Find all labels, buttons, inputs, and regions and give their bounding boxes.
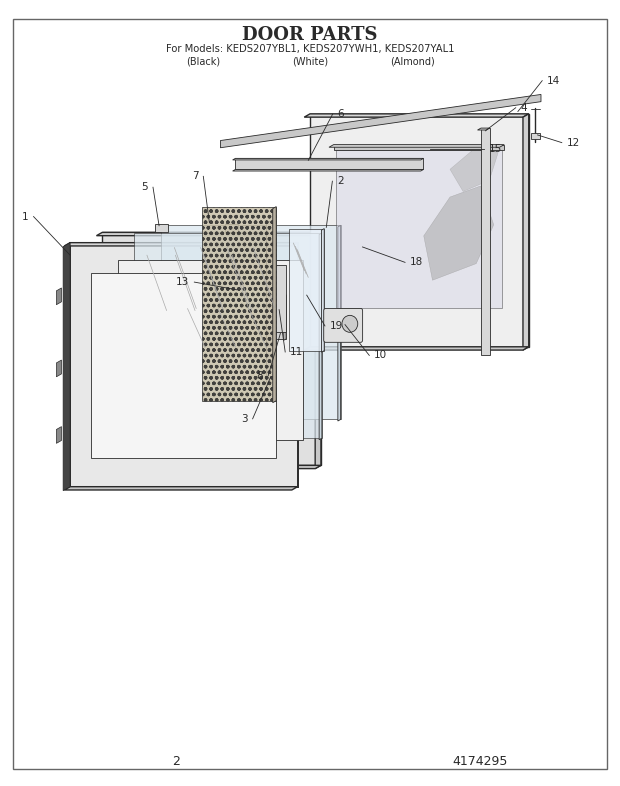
Polygon shape bbox=[423, 186, 494, 281]
Text: 18: 18 bbox=[410, 257, 423, 267]
Text: 13: 13 bbox=[176, 277, 190, 287]
Text: 4174295: 4174295 bbox=[453, 755, 508, 768]
Polygon shape bbox=[315, 233, 321, 468]
Polygon shape bbox=[284, 295, 286, 340]
Polygon shape bbox=[161, 226, 340, 420]
Polygon shape bbox=[56, 288, 61, 305]
Polygon shape bbox=[289, 229, 324, 351]
Polygon shape bbox=[523, 114, 529, 350]
Text: 7: 7 bbox=[192, 171, 198, 182]
Polygon shape bbox=[232, 158, 423, 160]
Text: 15: 15 bbox=[489, 144, 503, 154]
Text: 6: 6 bbox=[337, 109, 344, 119]
Text: 12: 12 bbox=[567, 138, 580, 148]
Text: 2: 2 bbox=[172, 755, 180, 768]
Text: 1: 1 bbox=[22, 211, 29, 222]
Text: 5: 5 bbox=[141, 182, 148, 193]
Polygon shape bbox=[329, 145, 504, 147]
Polygon shape bbox=[267, 221, 275, 382]
Polygon shape bbox=[319, 233, 322, 439]
Polygon shape bbox=[70, 243, 298, 487]
FancyBboxPatch shape bbox=[324, 308, 363, 343]
Polygon shape bbox=[273, 265, 286, 332]
Polygon shape bbox=[232, 170, 423, 171]
Text: (Almond): (Almond) bbox=[390, 56, 435, 66]
Text: 11: 11 bbox=[290, 347, 303, 357]
Polygon shape bbox=[273, 207, 277, 402]
Text: (Black): (Black) bbox=[187, 56, 221, 66]
Polygon shape bbox=[334, 145, 504, 150]
Polygon shape bbox=[304, 347, 529, 350]
Text: 19: 19 bbox=[330, 321, 343, 331]
Polygon shape bbox=[97, 465, 321, 468]
Polygon shape bbox=[155, 224, 168, 233]
Text: 8: 8 bbox=[257, 371, 264, 380]
Polygon shape bbox=[236, 158, 423, 170]
Polygon shape bbox=[102, 233, 321, 465]
Polygon shape bbox=[321, 229, 324, 352]
Text: (White): (White) bbox=[292, 56, 328, 66]
Polygon shape bbox=[56, 360, 61, 376]
Polygon shape bbox=[338, 226, 340, 421]
Polygon shape bbox=[531, 134, 539, 139]
Text: 2: 2 bbox=[337, 176, 344, 186]
Polygon shape bbox=[97, 233, 321, 236]
Text: 4: 4 bbox=[521, 103, 527, 112]
Polygon shape bbox=[202, 207, 277, 401]
Text: 10: 10 bbox=[374, 351, 388, 361]
Polygon shape bbox=[275, 295, 286, 339]
Polygon shape bbox=[304, 114, 529, 117]
Polygon shape bbox=[56, 427, 61, 443]
Polygon shape bbox=[450, 147, 498, 192]
Polygon shape bbox=[310, 114, 529, 347]
Polygon shape bbox=[91, 274, 276, 457]
Polygon shape bbox=[336, 150, 502, 308]
Polygon shape bbox=[224, 224, 238, 233]
Text: eReplacementParts.com: eReplacementParts.com bbox=[202, 403, 321, 413]
Polygon shape bbox=[221, 94, 541, 148]
Text: 3: 3 bbox=[241, 413, 248, 424]
Polygon shape bbox=[63, 243, 70, 490]
Text: DOOR PARTS: DOOR PARTS bbox=[242, 26, 378, 44]
Text: 14: 14 bbox=[547, 75, 560, 86]
Polygon shape bbox=[64, 243, 298, 246]
Polygon shape bbox=[64, 487, 298, 490]
Polygon shape bbox=[134, 233, 322, 438]
Polygon shape bbox=[477, 128, 490, 130]
Ellipse shape bbox=[342, 315, 358, 332]
Polygon shape bbox=[118, 260, 303, 440]
Polygon shape bbox=[481, 128, 490, 355]
Text: For Models: KEDS207YBL1, KEDS207YWH1, KEDS207YAL1: For Models: KEDS207YBL1, KEDS207YWH1, KE… bbox=[166, 44, 454, 53]
